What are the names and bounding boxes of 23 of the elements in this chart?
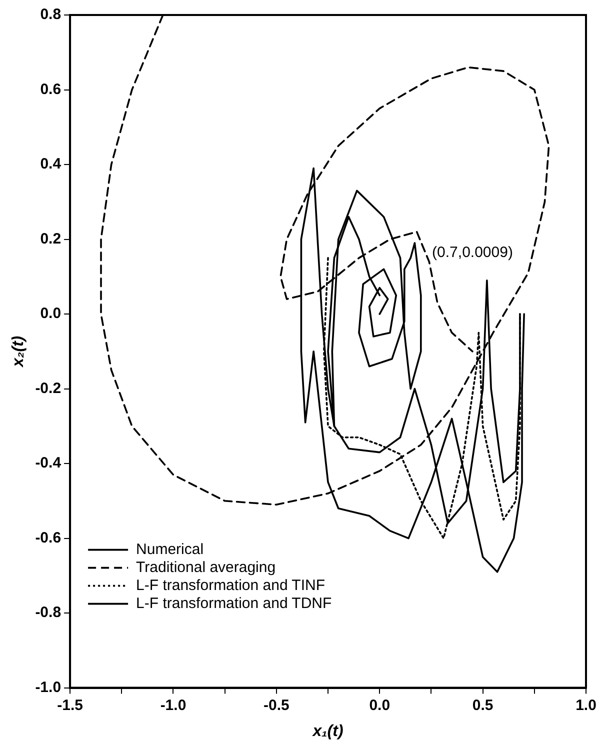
y-tick-label: 0.0 <box>40 305 62 322</box>
y-tick-label: 0.6 <box>40 80 62 98</box>
x-tick-label: 0.5 <box>472 696 494 714</box>
y-tick-label: -0.8 <box>35 604 62 622</box>
x-axis-title: x₁(t) <box>312 722 344 740</box>
annotation: (0.7,0.0009) <box>432 244 513 262</box>
x-tick-label: -1.0 <box>160 696 186 714</box>
legend-label: Traditional averaging <box>136 558 276 576</box>
y-tick-label: 0.2 <box>40 230 62 248</box>
legend-label: L-F transformation and TINF <box>136 576 326 594</box>
x-tick-label: -1.5 <box>57 696 83 714</box>
x-tick-label: -0.5 <box>264 696 290 714</box>
x-tick-label: 1.0 <box>576 696 596 714</box>
y-tick-label: 0.8 <box>40 6 62 24</box>
y-tick-label: -1.0 <box>35 678 62 696</box>
legend-label: L-F transformation and TDNF <box>136 594 332 612</box>
x-tick-label: 0.0 <box>369 696 390 714</box>
y-tick-label: -0.2 <box>35 380 62 397</box>
y-tick-label: -0.4 <box>35 454 62 472</box>
legend-label: Numerical <box>136 540 204 558</box>
y-tick-label: -0.6 <box>35 529 62 546</box>
y-axis-title: x₂(t) <box>10 336 28 368</box>
y-tick-label: 0.4 <box>40 156 62 173</box>
